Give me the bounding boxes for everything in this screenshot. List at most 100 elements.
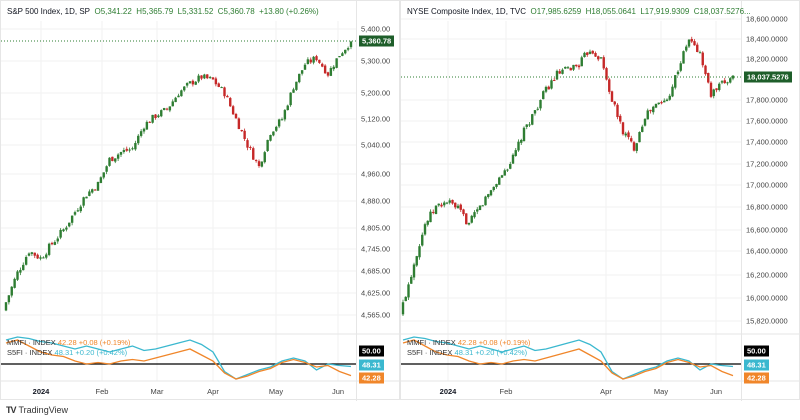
price-axis[interactable]: 18,600.0000 18,400.0000 18,200.0000 17,800.… bbox=[741, 1, 800, 401]
candle-body bbox=[280, 119, 284, 121]
candle-body bbox=[665, 99, 669, 102]
tradingview-logo-icon: TV bbox=[6, 405, 16, 415]
candle-body bbox=[646, 110, 649, 120]
candle-body bbox=[309, 59, 312, 63]
candle-body bbox=[660, 102, 663, 104]
candle-body bbox=[520, 139, 523, 143]
open-value: O17,985.6259 bbox=[530, 7, 582, 16]
candle-body bbox=[412, 264, 416, 278]
time-axis-label: Feb bbox=[499, 387, 513, 396]
candle-body bbox=[566, 67, 570, 69]
candle-body bbox=[588, 51, 592, 54]
price-tick-label: 16,000.0000 bbox=[746, 293, 788, 303]
candle-body bbox=[517, 141, 520, 151]
candle-body bbox=[111, 156, 114, 162]
candle-body bbox=[275, 126, 278, 131]
candle-body bbox=[4, 302, 8, 311]
candle-body bbox=[643, 119, 647, 126]
candle-body bbox=[503, 170, 506, 176]
candle-body bbox=[476, 209, 479, 212]
candle-body bbox=[79, 206, 82, 212]
candle-body bbox=[696, 44, 699, 52]
candle-body bbox=[605, 68, 608, 80]
change-value: +13.80 (+0.26%) bbox=[259, 7, 319, 16]
candle-body bbox=[536, 108, 539, 110]
candle-body bbox=[726, 82, 729, 84]
price-tick-label: 4,685.00 bbox=[361, 266, 391, 276]
candle-body bbox=[698, 52, 702, 54]
price-tick-label: 16,600.0000 bbox=[746, 225, 788, 235]
candle-body bbox=[148, 121, 151, 123]
time-axis-label: Apr bbox=[207, 387, 219, 396]
candle-body bbox=[243, 130, 246, 139]
sp500-chart-panel[interactable]: S&P 500 Index, 1D, SP O5,341.22 H5,365.7… bbox=[0, 0, 401, 401]
candle-body bbox=[332, 66, 335, 70]
candle-body bbox=[214, 78, 218, 85]
nyse-chart-panel[interactable]: NYSE Composite Index, 1D, TVC O17,985.62… bbox=[400, 0, 800, 401]
candle-body bbox=[511, 154, 515, 164]
legend-mmfi: MMFI · INDEX 42.28 +0.08 (+0.19%) bbox=[407, 338, 531, 347]
candle-body bbox=[462, 209, 465, 215]
candle-body bbox=[134, 142, 137, 150]
candle-body bbox=[56, 238, 59, 242]
symbol-title: NYSE Composite Index, 1D, TVC bbox=[407, 7, 527, 16]
candle-body bbox=[426, 220, 429, 225]
candle-body bbox=[108, 157, 111, 166]
candle-body bbox=[707, 72, 710, 83]
price-tick-label: 5,040.00 bbox=[361, 140, 391, 150]
candle-body bbox=[586, 52, 589, 56]
candle-body bbox=[47, 243, 51, 255]
candle-body bbox=[473, 212, 476, 218]
price-tick-label: 15,820.0000 bbox=[746, 316, 788, 326]
candle-body bbox=[269, 134, 272, 141]
price-tick-label: 18,400.0000 bbox=[746, 34, 788, 44]
candle-body bbox=[122, 150, 126, 153]
candle-body bbox=[160, 110, 163, 117]
tradingview-branding[interactable]: TV TradingView bbox=[6, 405, 68, 415]
price-tick-label: 5,300.00 bbox=[361, 56, 391, 66]
price-tick-label: 4,805.00 bbox=[361, 223, 391, 233]
candle-body bbox=[704, 65, 707, 75]
candle-body bbox=[709, 82, 713, 97]
candle-body bbox=[312, 56, 315, 63]
candle-body bbox=[142, 128, 146, 132]
candle-body bbox=[300, 70, 304, 74]
candle-body bbox=[437, 203, 440, 206]
candle-body bbox=[514, 150, 517, 156]
candle-body bbox=[254, 160, 258, 162]
price-plot[interactable] bbox=[1, 1, 401, 401]
candle-body bbox=[197, 75, 200, 82]
oscillator-value-tag: 42.28 bbox=[359, 372, 384, 384]
candle-body bbox=[289, 92, 292, 106]
candle-body bbox=[638, 132, 641, 143]
candle-body bbox=[418, 246, 421, 258]
candle-body bbox=[594, 52, 597, 57]
oscillator-value-tag: 48.31 bbox=[359, 359, 384, 371]
candle-body bbox=[448, 200, 451, 203]
candle-body bbox=[495, 184, 498, 187]
price-plot[interactable] bbox=[401, 1, 800, 401]
oscillator-value-tag: 48.31 bbox=[744, 359, 769, 371]
candle-body bbox=[613, 101, 616, 105]
candle-body bbox=[200, 75, 203, 79]
candle-body bbox=[7, 295, 11, 303]
open-value: O5,341.22 bbox=[94, 7, 132, 16]
candle-body bbox=[240, 129, 243, 132]
time-axis-label: Feb bbox=[95, 387, 109, 396]
candle-body bbox=[341, 53, 344, 56]
candle-body bbox=[237, 118, 241, 130]
candle-body bbox=[610, 91, 614, 102]
candle-body bbox=[668, 95, 671, 100]
candle-body bbox=[335, 58, 338, 68]
brand-label: TradingView bbox=[18, 405, 69, 415]
candle-body bbox=[627, 132, 630, 138]
candle-body bbox=[45, 254, 48, 258]
candle-body bbox=[30, 252, 34, 254]
candle-body bbox=[338, 56, 341, 58]
time-axis-label: Apr bbox=[600, 387, 612, 396]
candle-body bbox=[208, 77, 212, 79]
price-tick-label: 18,200.0000 bbox=[746, 54, 788, 64]
candle-body bbox=[260, 161, 264, 167]
price-axis[interactable]: 5,400.00 5,300.00 5,200.00 5,120.00 5,040.00… bbox=[356, 1, 401, 401]
candle-body bbox=[720, 81, 724, 83]
